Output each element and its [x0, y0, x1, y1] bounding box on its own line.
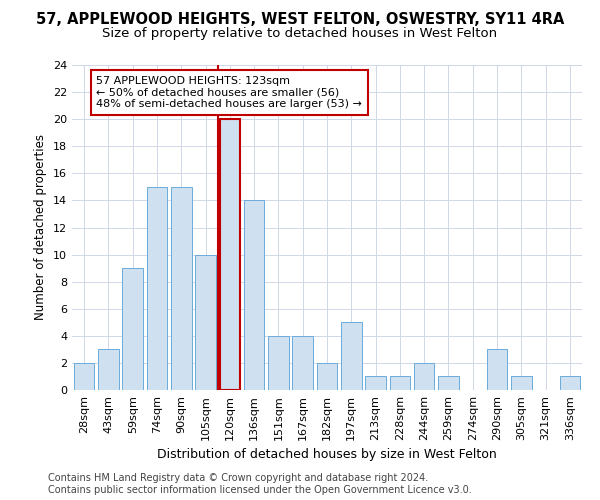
Text: 57 APPLEWOOD HEIGHTS: 123sqm
← 50% of detached houses are smaller (56)
48% of se: 57 APPLEWOOD HEIGHTS: 123sqm ← 50% of de…: [96, 76, 362, 109]
Bar: [122, 268, 143, 390]
Bar: [560, 376, 580, 390]
Bar: [74, 363, 94, 390]
Text: Contains HM Land Registry data © Crown copyright and database right 2024.
Contai: Contains HM Land Registry data © Crown c…: [48, 474, 472, 495]
Text: Size of property relative to detached houses in West Felton: Size of property relative to detached ho…: [103, 28, 497, 40]
Bar: [268, 336, 289, 390]
Bar: [292, 336, 313, 390]
Bar: [365, 376, 386, 390]
Bar: [511, 376, 532, 390]
Y-axis label: Number of detached properties: Number of detached properties: [34, 134, 47, 320]
Bar: [317, 363, 337, 390]
Bar: [414, 363, 434, 390]
Bar: [487, 350, 508, 390]
Bar: [146, 187, 167, 390]
Text: 57, APPLEWOOD HEIGHTS, WEST FELTON, OSWESTRY, SY11 4RA: 57, APPLEWOOD HEIGHTS, WEST FELTON, OSWE…: [36, 12, 564, 28]
X-axis label: Distribution of detached houses by size in West Felton: Distribution of detached houses by size …: [157, 448, 497, 462]
Bar: [389, 376, 410, 390]
Bar: [195, 254, 216, 390]
Bar: [438, 376, 459, 390]
Bar: [98, 350, 119, 390]
Bar: [171, 187, 191, 390]
Bar: [220, 119, 240, 390]
Bar: [341, 322, 362, 390]
Bar: [244, 200, 265, 390]
